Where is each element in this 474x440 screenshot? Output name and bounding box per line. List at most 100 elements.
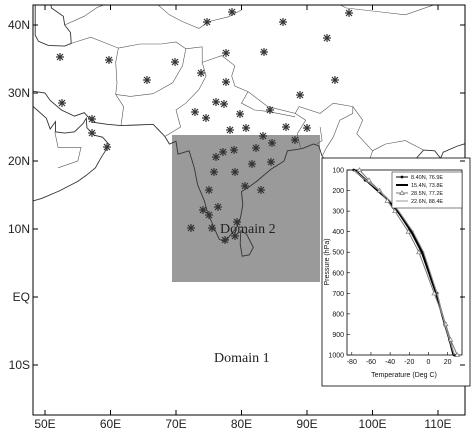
station-marker xyxy=(251,143,261,153)
station-marker xyxy=(190,107,200,117)
station-marker xyxy=(229,145,239,155)
point-marker xyxy=(454,352,461,357)
station-marker xyxy=(235,109,245,119)
station-marker xyxy=(196,68,206,78)
station-marker xyxy=(201,113,211,123)
station-marker xyxy=(87,128,97,138)
station-marker xyxy=(256,185,266,195)
point-marker xyxy=(416,249,422,255)
x-tick-label: 20 xyxy=(444,359,452,366)
domain-2-box xyxy=(172,135,320,282)
border xyxy=(241,91,296,118)
lat-tick-label: EQ xyxy=(13,290,30,304)
border xyxy=(157,5,242,29)
y-tick-label: 300 xyxy=(332,209,344,216)
point-marker xyxy=(392,208,398,214)
border xyxy=(339,5,435,16)
inset-plot-frame xyxy=(346,169,463,356)
y-tick-label: 1000 xyxy=(328,353,344,360)
station-marker xyxy=(241,123,251,133)
station-marker xyxy=(219,99,229,109)
station-marker xyxy=(202,17,212,27)
lat-tick-label: 30N xyxy=(8,86,30,100)
y-tick-label: 400 xyxy=(332,229,344,236)
border xyxy=(71,36,186,50)
station-marker xyxy=(87,114,97,124)
station-marker xyxy=(290,135,300,145)
station-marker xyxy=(170,57,180,67)
station-marker xyxy=(227,7,237,17)
y-tick-label: 500 xyxy=(332,250,344,257)
station-marker xyxy=(258,131,268,141)
domain-1-label: Domain 1 xyxy=(214,351,270,366)
map-layer xyxy=(33,5,465,357)
station-marker xyxy=(230,167,240,177)
legend-label: 8.40N, 76.9E xyxy=(411,175,443,181)
station-marker xyxy=(302,123,312,133)
station-marker xyxy=(240,181,250,191)
point-marker xyxy=(405,228,412,234)
station-marker xyxy=(186,223,196,233)
border xyxy=(372,140,424,152)
profile-line xyxy=(353,169,455,356)
point-marker xyxy=(384,197,391,203)
station-marker xyxy=(218,147,228,157)
station-marker xyxy=(295,90,305,100)
station-marker xyxy=(225,125,235,135)
border xyxy=(295,113,307,148)
lon-tick-label: 60E xyxy=(100,417,121,431)
coastline xyxy=(33,105,110,202)
station-marker xyxy=(55,52,65,62)
station-marker xyxy=(198,205,208,215)
station-marker xyxy=(211,97,221,107)
profile-inset: Temperature (Deg C) Pressure (hPa) 100 20… xyxy=(321,157,471,387)
lat-tick-label: 10N xyxy=(8,222,30,236)
y-tick-label: 200 xyxy=(332,188,344,195)
border xyxy=(54,131,82,169)
station-marker xyxy=(102,142,112,152)
x-axis-title: Temperature (Deg C) xyxy=(371,372,437,379)
station-marker xyxy=(57,98,67,108)
station-marker xyxy=(267,138,277,148)
station-marker xyxy=(221,48,231,58)
x-tick-label: -60 xyxy=(366,359,376,366)
x-tick-label: -40 xyxy=(385,359,395,366)
x-tick-label: -80 xyxy=(347,359,357,366)
x-tick-label: 0 xyxy=(427,359,431,366)
domain-2-label: Domain 2 xyxy=(220,222,276,237)
y-tick-label: 600 xyxy=(332,270,344,277)
point-marker xyxy=(400,175,404,179)
station-marker xyxy=(330,75,340,85)
point-marker xyxy=(399,190,405,195)
station-marker xyxy=(266,157,276,167)
station-marker xyxy=(281,122,291,132)
lat-tick-label: 10S xyxy=(9,358,30,372)
x-tick-label: -20 xyxy=(404,359,414,366)
station-marker xyxy=(259,47,269,57)
border xyxy=(115,46,203,97)
lon-tick-label: 70E xyxy=(165,417,186,431)
station-marker xyxy=(278,17,288,27)
station-marker xyxy=(247,159,257,169)
station-marker xyxy=(221,77,231,87)
station-marker xyxy=(207,223,217,233)
lon-tick-label: 100E xyxy=(358,417,386,431)
station-marker xyxy=(220,235,230,245)
lon-tick-label: 110E xyxy=(424,417,451,431)
border xyxy=(64,5,105,26)
lon-tick-label: 50E xyxy=(34,417,55,431)
legend-box xyxy=(391,171,463,209)
y-tick-label: 700 xyxy=(332,291,344,298)
station-marker xyxy=(265,105,275,115)
y-tick-label: 800 xyxy=(332,311,344,318)
station-marker xyxy=(211,152,221,162)
station-marker xyxy=(322,33,332,43)
y-axis-title: Pressure (hPa) xyxy=(324,238,331,285)
station-marker xyxy=(209,167,219,177)
point-marker xyxy=(356,167,363,172)
lon-tick-label: 80E xyxy=(231,417,252,431)
border xyxy=(316,126,323,145)
y-tick-label: 100 xyxy=(332,168,344,175)
station-marker xyxy=(213,202,223,212)
